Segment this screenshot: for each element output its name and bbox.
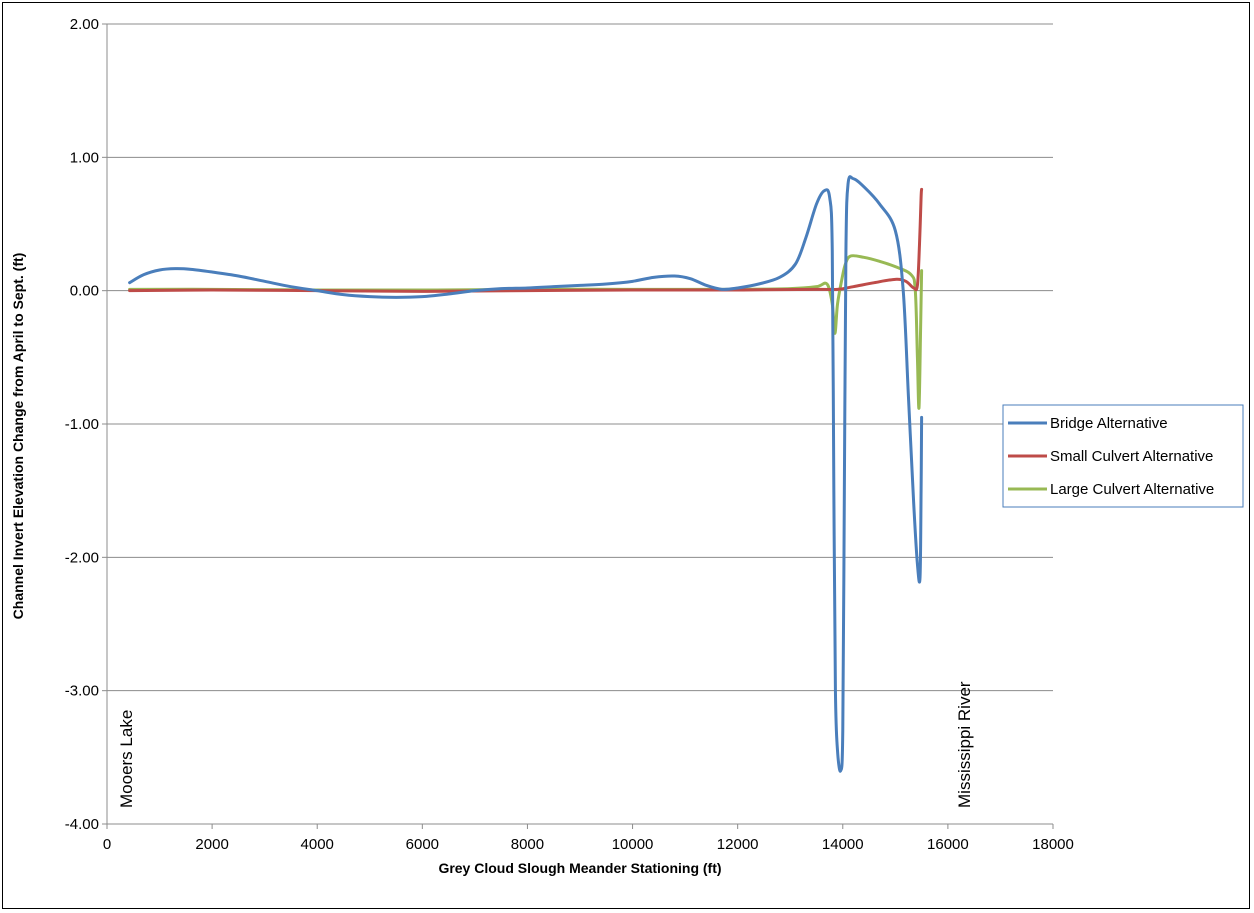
legend-label-large-culvert: Large Culvert Alternative xyxy=(1050,481,1214,498)
series-line-small-culvert-alternative xyxy=(128,187,924,293)
series-lines xyxy=(128,175,924,773)
annotation-mississippi-river: Mississippi River xyxy=(955,681,974,808)
x-tick-label: 10000 xyxy=(612,836,654,853)
grid-lines xyxy=(107,23,1053,825)
x-tick-label: 8000 xyxy=(511,836,544,853)
x-tick-label: 2000 xyxy=(195,836,228,853)
legend-label-bridge: Bridge Alternative xyxy=(1050,415,1168,432)
legend-label-small-culvert: Small Culvert Alternative xyxy=(1050,448,1213,465)
y-axis-title: Channel Invert Elevation Change from Apr… xyxy=(10,253,26,620)
y-tick-label: 0.00 xyxy=(70,283,99,300)
x-tick-label: 18000 xyxy=(1032,836,1074,853)
legend: Bridge Alternative Small Culvert Alterna… xyxy=(1002,404,1244,508)
y-tick-label: -1.00 xyxy=(65,416,99,433)
y-tick-label: 1.00 xyxy=(70,149,99,166)
series-line-bridge-alternative xyxy=(128,175,924,773)
x-tick-label: 16000 xyxy=(927,836,969,853)
y-tick-label: 2.00 xyxy=(70,16,99,33)
y-tick-label: -4.00 xyxy=(65,816,99,833)
x-axis-ticks: 0 2000 4000 6000 8000 10000 12000 14000 16000 180… xyxy=(103,824,1074,853)
y-axis-ticks: 2.00 1.00 0.00 -1.00 -2.00 -3.00 -4.00 xyxy=(65,16,107,833)
x-tick-label: 14000 xyxy=(822,836,864,853)
y-tick-label: -3.00 xyxy=(65,683,99,700)
x-axis-title: Grey Cloud Slough Meander Stationing (ft… xyxy=(438,860,721,876)
x-tick-label: 6000 xyxy=(406,836,439,853)
x-tick-label: 0 xyxy=(103,836,111,853)
x-tick-label: 12000 xyxy=(717,836,759,853)
y-tick-label: -2.00 xyxy=(65,549,99,566)
x-tick-label: 4000 xyxy=(301,836,334,853)
annotation-mooers-lake: Mooers Lake xyxy=(117,710,136,808)
